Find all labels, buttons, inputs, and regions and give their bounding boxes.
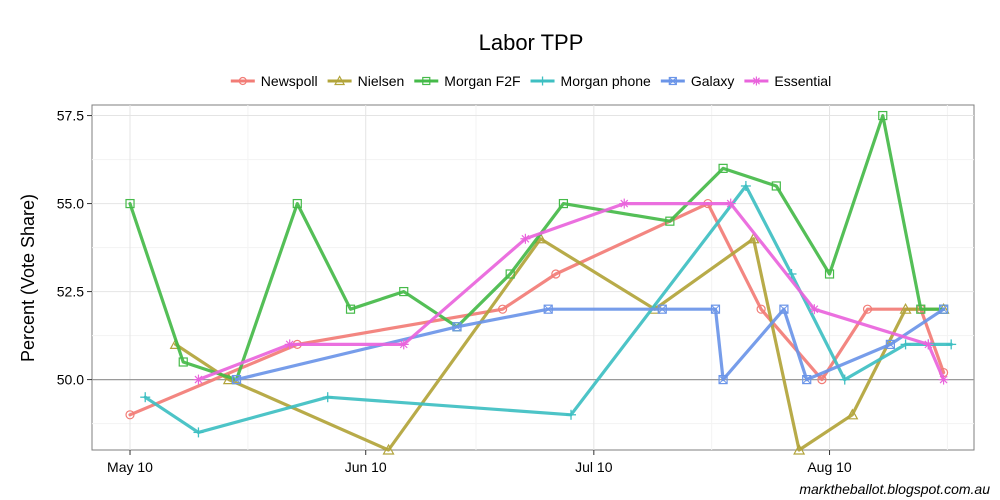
data-point-plus (839, 374, 850, 385)
x-tick-label: Jun 10 (345, 459, 387, 475)
data-point-square (878, 110, 888, 121)
data-point-plus (566, 409, 577, 420)
data-point-triangle (747, 232, 760, 244)
legend-label: Nielsen (358, 73, 405, 89)
x-tick-label: Jul 10 (575, 459, 613, 475)
y-tick-label: 50.0 (57, 372, 84, 388)
data-point-circle (497, 304, 508, 314)
legend-label: Galaxy (691, 73, 735, 89)
data-point-circle (756, 304, 766, 314)
data-point-plus (322, 392, 333, 403)
data-point-plus (900, 339, 911, 350)
series-essential (193, 198, 949, 385)
data-point-square (916, 304, 926, 314)
data-point-asterisk (619, 198, 630, 209)
y-axis-label: Percent (Vote Share) (18, 194, 38, 362)
data-point-square (505, 269, 515, 279)
series-line (174, 237, 946, 452)
data-point-circle (238, 76, 247, 86)
data-point-square (125, 198, 135, 209)
series-line (128, 113, 946, 382)
legend-item-morgan-f2f: Morgan F2F (414, 73, 521, 89)
data-point-asterisk (809, 304, 820, 315)
plot-panel (91, 104, 975, 451)
data-point-triangle (334, 75, 346, 86)
y-tick-label: 55.0 (57, 196, 84, 212)
y-tick-label: 57.5 (57, 108, 84, 124)
x-tick-label: May 10 (107, 459, 153, 475)
data-point-circle (551, 269, 561, 279)
legend-label: Essential (774, 73, 831, 89)
series-galaxy (231, 304, 949, 385)
data-point-plus (140, 392, 151, 403)
data-point-plus (946, 339, 957, 350)
data-point-asterisk (398, 339, 409, 350)
data-point-circle (125, 410, 135, 420)
data-point-square (718, 163, 728, 173)
legend-item-morgan-phone: Morgan phone (530, 73, 652, 89)
data-point-asterisk (725, 198, 736, 209)
series-line (143, 184, 953, 434)
data-point-triangle (382, 443, 395, 455)
data-point-square-x (231, 374, 242, 385)
data-point-square (824, 269, 835, 279)
data-point-asterisk (284, 339, 295, 350)
legend-label: Morgan phone (561, 73, 652, 89)
data-point-square (292, 198, 302, 209)
legend-label: Morgan F2F (444, 73, 520, 89)
data-point-square (345, 304, 356, 314)
series-line (128, 202, 946, 417)
data-point-plus (193, 427, 204, 438)
data-point-asterisk (193, 374, 204, 385)
data-point-circle (862, 304, 873, 314)
data-point-asterisk (751, 76, 761, 86)
data-point-asterisk (520, 233, 531, 244)
data-point-square-x (668, 76, 677, 86)
x-axis: May 10 Jun 10 Jul 10 Aug 10 (107, 450, 852, 475)
chart-title: Labor TPP (479, 30, 584, 55)
data-point-asterisk (923, 339, 934, 350)
legend-item-newspoll: Newspoll (230, 73, 318, 89)
data-point-square (558, 198, 569, 209)
credit-text: marktheballot.blogspot.com.au (799, 481, 990, 497)
legend-item-essential: Essential (744, 73, 831, 89)
data-point-square (178, 357, 188, 367)
data-point-circle (817, 374, 827, 385)
data-point-square-x (657, 304, 667, 314)
data-point-square-x (543, 304, 553, 314)
data-point-square-x (710, 304, 721, 314)
data-point-square (665, 216, 675, 226)
data-point-square-x (802, 374, 812, 385)
y-tick-label: 52.5 (57, 284, 84, 300)
data-point-square-x (779, 304, 789, 314)
x-tick-label: Aug 10 (807, 459, 852, 475)
series-layer (125, 110, 957, 455)
data-point-triangle (793, 443, 806, 455)
data-point-square-x (452, 322, 462, 332)
data-point-square (422, 76, 431, 86)
data-point-square-x (885, 339, 895, 349)
legend: Newspoll Nielsen Morgan F2F Morgan phone Gal… (230, 73, 831, 89)
series-line (234, 307, 946, 382)
legend-item-nielsen: Nielsen (327, 73, 405, 89)
data-point-square (399, 286, 409, 297)
data-point-square (771, 181, 781, 191)
y-axis: 50.0 52.5 55.0 57.5 (57, 108, 92, 388)
data-point-triangle (899, 302, 912, 314)
legend-item-galaxy: Galaxy (660, 73, 735, 89)
legend-label: Newspoll (261, 73, 318, 89)
data-point-plus (538, 76, 548, 86)
data-point-square-x (938, 304, 949, 314)
data-point-asterisk (938, 374, 949, 385)
data-point-plus (740, 180, 751, 191)
data-point-triangle (846, 408, 859, 420)
data-point-square-x (718, 374, 728, 385)
